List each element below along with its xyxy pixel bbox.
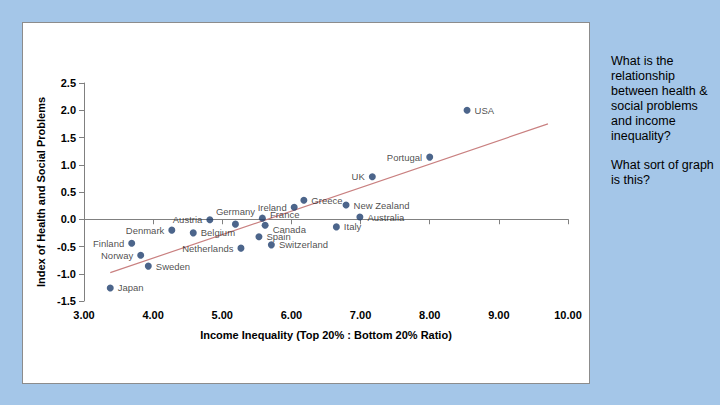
svg-text:1.5: 1.5 [61, 132, 76, 144]
svg-text:-1.5: -1.5 [57, 295, 76, 307]
svg-text:10.00: 10.00 [554, 309, 582, 321]
svg-text:Australia: Australia [367, 212, 405, 223]
svg-text:-0.5: -0.5 [57, 241, 76, 253]
svg-text:Switzerland: Switzerland [279, 239, 328, 250]
svg-text:Income Inequality (Top 20% : B: Income Inequality (Top 20% : Bottom 20% … [200, 329, 452, 341]
svg-text:1.0: 1.0 [61, 159, 76, 171]
html-text:What sort of graph is this?: What sort of graph is this? [611, 158, 714, 187]
svg-text:0.5: 0.5 [61, 186, 76, 198]
svg-text:Denmark: Denmark [126, 225, 165, 236]
svg-text:USA: USA [475, 105, 495, 116]
svg-text:Belgium: Belgium [201, 227, 235, 238]
svg-text:France: France [270, 209, 300, 220]
svg-text:-1.0: -1.0 [57, 268, 76, 280]
svg-text:6.00: 6.00 [281, 309, 302, 321]
svg-text:Index of Health and Social Pro: Index of Health and Social Problems [35, 97, 47, 287]
svg-text:UK: UK [352, 171, 366, 182]
svg-text:5.00: 5.00 [212, 309, 233, 321]
svg-text:9.00: 9.00 [488, 309, 509, 321]
svg-text:Finland: Finland [93, 238, 124, 249]
svg-text:2.5: 2.5 [61, 77, 76, 89]
svg-text:Greece: Greece [311, 195, 342, 206]
svg-text:8.00: 8.00 [419, 309, 440, 321]
svg-text:7.00: 7.00 [350, 309, 371, 321]
svg-text:Canada: Canada [272, 223, 306, 235]
svg-text:Germany: Germany [216, 206, 255, 217]
svg-text:Ireland: Ireland [257, 201, 287, 213]
svg-text:2.0: 2.0 [61, 104, 76, 116]
svg-text:4.00: 4.00 [142, 309, 163, 321]
svg-text:Netherlands: Netherlands [182, 243, 233, 254]
svg-text:Japan: Japan [118, 282, 144, 293]
svg-text:Italy: Italy [344, 221, 362, 232]
svg-text:3.00: 3.00 [73, 309, 94, 321]
svg-text:Sweden: Sweden [156, 261, 190, 272]
svg-text:0.0: 0.0 [61, 213, 76, 225]
svg-text:Portugal: Portugal [387, 152, 422, 163]
svg-text:New Zealand: New Zealand [354, 200, 410, 211]
svg-text:Spain: Spain [266, 231, 291, 243]
html-text:What is the relationship betwe: What is the relationship between health … [611, 54, 708, 143]
svg-text:Austria: Austria [173, 214, 203, 225]
svg-text:Norway: Norway [101, 250, 133, 261]
